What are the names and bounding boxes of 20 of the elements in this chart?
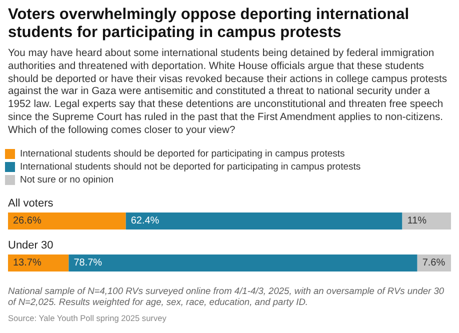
chart-title: Voters overwhelmingly oppose deporting international students for participating in campus protests [7,6,410,42]
y-tick-label: All voters [8,197,54,210]
bar [126,212,402,230]
data-label: 62.4% [130,215,160,226]
data-label: 13.7% [13,257,42,268]
data-label: 11% [407,215,427,226]
text: National sample of N=4,100 RVs surveyed online from 4/1-4/3, 2025, with an oversample of RVs under 30 of N=2,025. Results weighted for age, sex, race, education, and party ID. [8,286,446,309]
bar [68,254,418,272]
bar [8,254,69,272]
bar [8,212,126,230]
data-label: 26.6% [13,215,42,226]
legend-label: International students should be deported for participating in campus protests [20,148,346,160]
legend-label: International students should not be deported for participating in campus protests [20,161,361,172]
y-tick-label: Under 30 [8,239,54,252]
data-label: 78.7% [74,257,102,268]
data-label: 7.6% [422,257,446,268]
source-note: Source: Yale Youth Poll spring 2025 survey [8,312,168,323]
bar [402,212,451,230]
chart-subtitle: You may have heard about some international students being detained by federal immigration authorities and threatened with deportation. White House officials argue that these students should be deported or have their visas revoked because their actions in college campus protests against the war in Gaza were antisemitic and constituted a threat to national security under a 1952 law. Legal experts say that these detentions are unconstitutional and threaten free speech since the Supreme Court has ruled in the past that the First Amendment applies to non-citizens. Which of the following comes closer to your view? [8,48,448,138]
legend-label: Not sure or no opinion [20,174,114,186]
